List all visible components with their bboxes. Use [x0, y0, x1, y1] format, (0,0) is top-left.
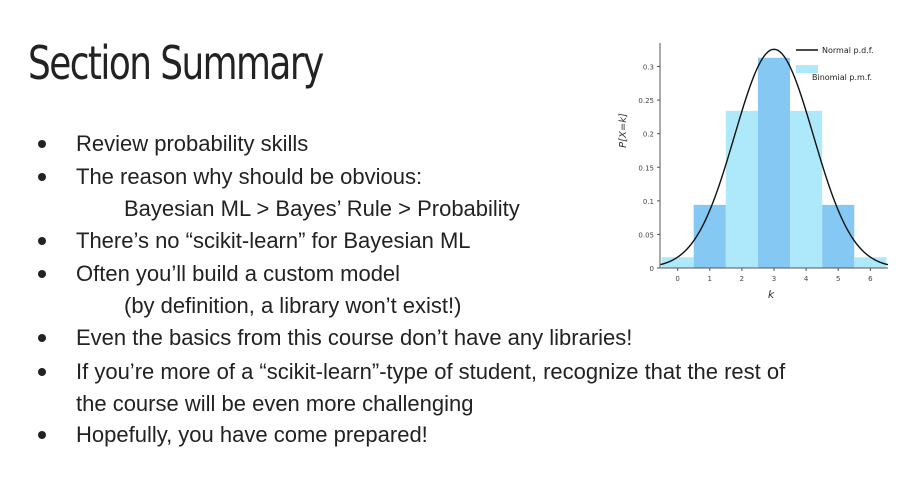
bullet-dot	[38, 173, 46, 181]
x-tick-label: 1	[708, 275, 712, 283]
chart-bar	[790, 110, 823, 269]
y-tick-label: 0.25	[638, 97, 654, 105]
chart-bar	[693, 204, 726, 268]
bullet-item: Review probability skills	[76, 131, 309, 156]
bullet-dot	[38, 237, 46, 245]
chart-bar	[661, 257, 694, 268]
legend-label-binomial: Binomial p.m.f.	[812, 73, 872, 82]
x-tick-label: 5	[836, 275, 840, 283]
x-tick-label: 0	[675, 275, 679, 283]
chart-bar	[757, 57, 791, 268]
bullet-dot	[38, 334, 46, 342]
bullet-dot	[38, 368, 46, 376]
chart-bar	[854, 257, 887, 268]
bullet-item: Often you’ll build a custom model	[76, 261, 401, 286]
y-tick-label: 0.15	[638, 164, 654, 172]
bullet-item: The reason why should be obvious:	[76, 164, 423, 189]
chart-bar	[822, 204, 855, 268]
bullet-dot	[38, 140, 46, 148]
legend-bar-swatch	[796, 65, 818, 73]
x-tick-label: 3	[772, 275, 776, 283]
bullet-subitem: (by definition, a library won’t exist!)	[124, 293, 462, 318]
bullet-item: There’s no “scikit-learn” for Bayesian M…	[76, 228, 471, 253]
legend-label-normal: Normal p.d.f.	[822, 46, 874, 55]
bullet-item: Even the basics from this course don’t h…	[76, 325, 633, 350]
y-tick-label: 0.3	[643, 64, 654, 72]
chart-curve	[659, 48, 889, 266]
probability-chart: 0 0.05 0.1 0.15 0.2 0.25 0.3 0 1 2 3 4 5 6 k P[X=k] Norm…	[618, 43, 889, 301]
bullet-item: Hopefully, you have come prepared!	[76, 422, 428, 447]
x-axis-label: k	[768, 288, 775, 301]
x-tick-label: 4	[804, 275, 809, 283]
y-tick-label: 0.2	[643, 131, 654, 139]
bullet-dot	[38, 270, 46, 278]
y-tick-label: 0	[650, 265, 654, 273]
x-tick-label: 2	[740, 275, 744, 283]
bullet-dot	[38, 431, 46, 439]
y-tick-label: 0.1	[643, 198, 654, 206]
y-tick-label: 0.05	[638, 231, 654, 239]
bullet-subitem: Bayesian ML > Bayes’ Rule > Probability	[124, 196, 520, 221]
y-axis-label: P[X=k]	[618, 113, 629, 148]
bullet-item: If you’re more of a “scikit-learn”-type …	[76, 359, 786, 384]
x-tick-label: 6	[868, 275, 873, 283]
chart-bar	[725, 110, 758, 269]
slide-title: Section Summary	[28, 36, 324, 90]
bullet-continuation: the course will be even more challenging	[76, 391, 474, 416]
